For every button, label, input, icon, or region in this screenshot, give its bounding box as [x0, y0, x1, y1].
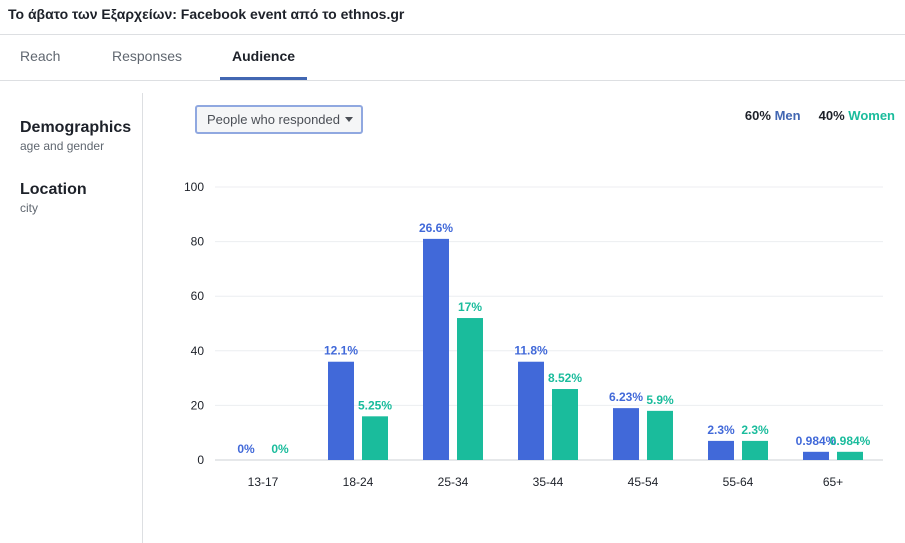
- y-tick-label: 20: [191, 398, 205, 412]
- caret-down-icon: [345, 117, 353, 122]
- x-tick-label: 65+: [823, 475, 843, 489]
- tab-reach[interactable]: Reach: [20, 48, 61, 64]
- x-tick-label: 45-54: [628, 475, 659, 489]
- data-label-men: 0.984%: [796, 434, 837, 448]
- bar-men: [708, 440, 734, 460]
- bar-women: [457, 318, 483, 460]
- bar-women: [362, 416, 388, 460]
- data-label-women: 0.984%: [830, 434, 871, 448]
- audience-filter-dropdown[interactable]: People who responded: [195, 105, 363, 134]
- data-label-women: 17%: [458, 300, 482, 314]
- active-tab-indicator: [220, 77, 307, 80]
- dropdown-label: People who responded: [207, 112, 340, 127]
- data-label-men: 2.3%: [707, 423, 735, 437]
- bar-women: [742, 440, 768, 460]
- bar-women: [647, 410, 673, 460]
- women-pct: 40%: [818, 108, 845, 123]
- men-label: Men: [774, 108, 801, 123]
- y-tick-label: 80: [191, 235, 205, 249]
- x-tick-label: 25-34: [438, 475, 469, 489]
- x-tick-label: 13-17: [248, 475, 279, 489]
- bar-men: [613, 408, 639, 460]
- sidebar-item-location-subtitle: city: [20, 201, 38, 215]
- bar-men: [423, 238, 449, 460]
- data-label-men: 0%: [237, 442, 255, 456]
- data-label-women: 5.9%: [646, 393, 674, 407]
- data-label-women: 8.52%: [548, 371, 582, 385]
- bar-women: [552, 389, 578, 460]
- divider: [0, 80, 905, 81]
- data-label-women: 0%: [271, 442, 289, 456]
- bar-women: [837, 451, 863, 460]
- y-tick-label: 0: [197, 453, 204, 467]
- page-title: Το άβατο των Εξαρχείων: Facebook event α…: [8, 6, 405, 22]
- bar-men: [803, 451, 829, 460]
- women-label: Women: [848, 108, 895, 123]
- bar-men: [518, 361, 544, 460]
- men-pct: 60%: [744, 108, 771, 123]
- gender-legend: 60% Men 40% Women: [745, 108, 895, 123]
- tab-responses[interactable]: Responses: [112, 48, 183, 64]
- x-tick-label: 18-24: [343, 475, 374, 489]
- sidebar-item-location[interactable]: Location: [20, 181, 87, 198]
- x-tick-label: 55-64: [723, 475, 754, 489]
- bar-men: [328, 361, 354, 460]
- data-label-women: 2.3%: [741, 423, 769, 437]
- divider: [142, 93, 143, 543]
- data-label-men: 26.6%: [419, 221, 453, 235]
- sidebar-item-demographics-subtitle: age and gender: [20, 139, 105, 153]
- y-tick-label: 100: [184, 180, 204, 194]
- y-tick-label: 40: [191, 344, 205, 358]
- y-tick-label: 60: [191, 289, 205, 303]
- sidebar-item-demographics[interactable]: Demographics: [20, 119, 132, 136]
- data-label-men: 11.8%: [514, 344, 548, 358]
- data-label-men: 6.23%: [609, 390, 643, 404]
- data-label-women: 5.25%: [358, 398, 392, 412]
- data-label-men: 12.1%: [324, 344, 358, 358]
- divider: [0, 34, 905, 35]
- tab-audience[interactable]: Audience: [232, 48, 296, 64]
- x-tick-label: 35-44: [533, 475, 564, 489]
